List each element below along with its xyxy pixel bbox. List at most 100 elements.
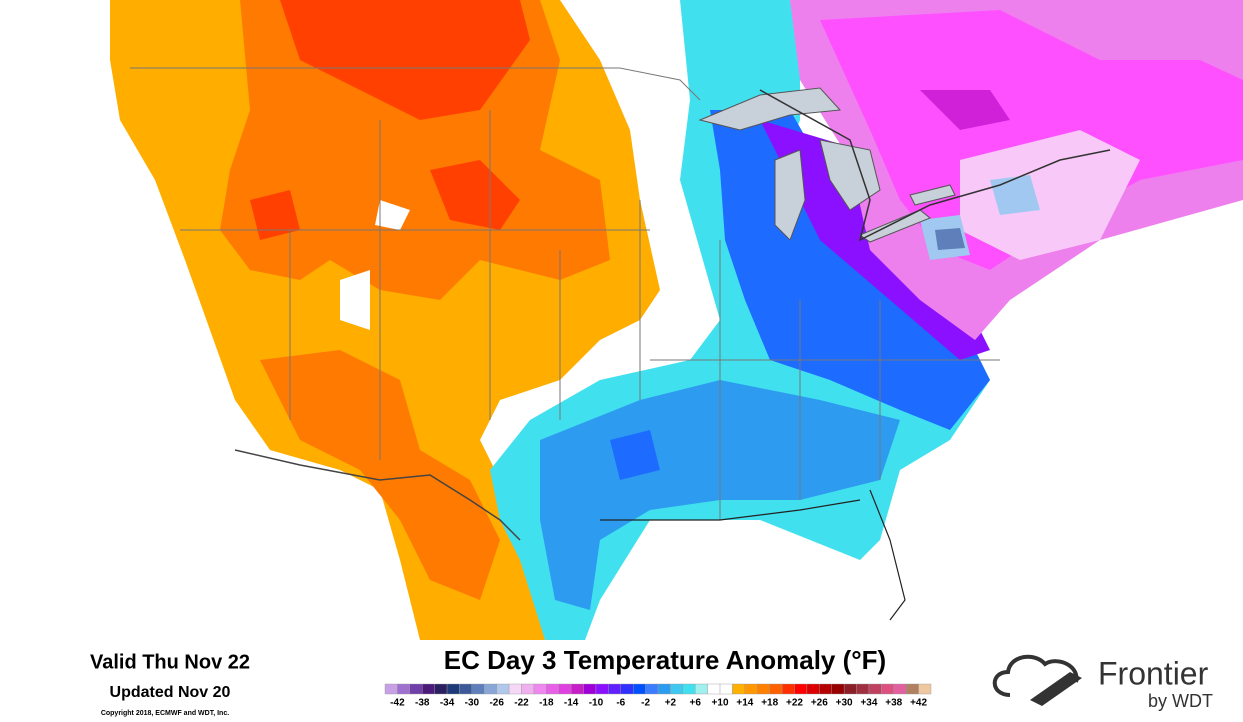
legend-label: -2 [641, 698, 650, 709]
legend-swatch [645, 683, 659, 695]
lake-michigan [774, 149, 806, 241]
legend-label: -10 [589, 698, 604, 709]
logo-panel [1030, 672, 1082, 706]
legend-swatch [732, 683, 746, 695]
mexico-border [234, 449, 521, 541]
border [650, 240, 1000, 520]
legend-swatch [905, 683, 919, 695]
cold-region-magenta-deep [920, 90, 1010, 130]
logo: Frontier by WDT [992, 654, 1213, 711]
lake-erie [858, 209, 931, 243]
legend-swatch [384, 683, 398, 695]
legend-swatch [856, 683, 870, 695]
legend-swatch [496, 683, 510, 695]
legend-swatch [757, 683, 770, 695]
warm-region-strong [220, 0, 610, 300]
warm-region-hot [280, 0, 530, 120]
legend-label: -22 [514, 698, 529, 709]
legend-swatch [881, 683, 894, 695]
border [180, 110, 650, 460]
legend-swatch [583, 683, 597, 695]
legend-label: +10 [712, 698, 729, 709]
no-anomaly [340, 270, 370, 330]
cold-region-magenta [820, 10, 1243, 270]
legend-label: -38 [415, 698, 430, 709]
cold-region-pale-blue [990, 175, 1040, 215]
legend-swatch [719, 683, 733, 695]
legend-label: -6 [616, 698, 625, 709]
great-lakes [698, 87, 956, 243]
legend-swatch [409, 683, 423, 695]
logo-by: by WDT [1148, 691, 1213, 711]
legend-swatch [893, 683, 907, 695]
cold-region-steel-blue [935, 228, 965, 250]
legend-swatch [843, 683, 857, 695]
legend-swatch [459, 683, 473, 695]
legend-label: +18 [761, 698, 778, 709]
legend-swatch [794, 683, 808, 695]
legend-swatch [781, 683, 795, 695]
legend-swatch [670, 683, 684, 695]
legend-label: -18 [539, 698, 554, 709]
canada-border [759, 89, 1111, 242]
logo-name: Frontier [1098, 655, 1209, 691]
legend-swatch [918, 683, 932, 695]
legend-swatch [707, 683, 721, 695]
legend-swatch [434, 683, 448, 695]
legend-label: +2 [665, 698, 677, 709]
legend-label: +26 [811, 698, 828, 709]
legend-swatch [695, 683, 708, 695]
legend-swatch [484, 683, 497, 695]
legend-swatch [632, 683, 646, 695]
updated-date: Updated Nov 20 [110, 684, 231, 701]
legend-label: -34 [440, 698, 455, 709]
legend-swatch [570, 683, 584, 695]
border [130, 67, 701, 101]
footer-panel [0, 642, 1243, 722]
logo-cloud [992, 654, 1079, 697]
legend-label: +6 [690, 698, 702, 709]
valid-date: Valid Thu Nov 22 [90, 651, 250, 673]
legend-label: +34 [860, 698, 877, 709]
legend-label: +42 [910, 698, 927, 709]
legend-swatch [397, 683, 411, 695]
legend-swatch [620, 683, 634, 695]
legend-swatch [744, 683, 758, 695]
legend-label: +30 [836, 698, 853, 709]
legend-swatch [657, 683, 671, 695]
lake-huron [819, 139, 881, 211]
legend-swatch [546, 683, 559, 695]
lake-ontario [909, 184, 956, 206]
legend-swatch [868, 683, 882, 695]
legend-label: +14 [736, 698, 753, 709]
cold-region-strong [610, 430, 660, 480]
copyright: Copyright 2018, ECMWF and WDT, Inc. [101, 710, 229, 717]
legend-swatch [595, 683, 609, 695]
legend-label: +38 [885, 698, 902, 709]
legend-swatch [446, 683, 460, 695]
legend-swatch [471, 683, 485, 695]
coastline [600, 489, 906, 621]
legend-swatch [508, 683, 522, 695]
legend-swatch [806, 683, 820, 695]
map-title: EC Day 3 Temperature Anomaly (°F) [444, 645, 886, 675]
legend-swatch [682, 683, 696, 695]
legend-swatch [769, 683, 783, 695]
legend-label: -26 [489, 698, 504, 709]
warm-region-strong [260, 350, 500, 600]
state-borders [130, 67, 1000, 520]
legend-label: +22 [786, 698, 803, 709]
no-anomaly [375, 200, 410, 230]
legend: -42 -38 -34 -30 -26 -22 -18 -14 -10 -6 -2 +2 +6 +10 +1… [384, 683, 932, 709]
legend-label: -42 [390, 698, 405, 709]
map [110, 0, 1243, 640]
warm-region-hot [250, 190, 300, 240]
legend-label: -14 [564, 698, 579, 709]
legend-swatch [608, 683, 621, 695]
lake-superior [698, 87, 842, 131]
warm-region-hot [430, 160, 520, 230]
legend-swatch [819, 683, 832, 695]
legend-swatch [558, 683, 572, 695]
